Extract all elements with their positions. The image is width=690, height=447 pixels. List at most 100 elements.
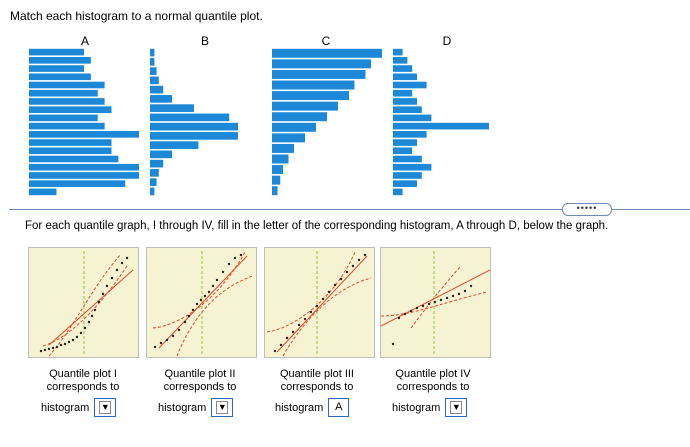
histogram-b-bar [150, 85, 164, 94]
histogram-b-bar [150, 113, 230, 122]
histogram-a-bar [29, 139, 112, 146]
histogram-d-bar [393, 147, 413, 155]
histogram-d-bar [393, 106, 422, 113]
caption-line-1: Quantile plot IV [395, 368, 471, 380]
caption-line-1: Quantile plot III [280, 368, 354, 380]
histogram-a-bar [29, 147, 112, 155]
caption-line-2: corresponds to [280, 381, 354, 393]
histogram-a-bar [29, 106, 112, 113]
histogram-d-bar [393, 48, 403, 56]
histogram-a-bar [29, 180, 126, 187]
histogram-d-bar [393, 73, 417, 81]
histogram-c-bar [272, 80, 355, 90]
histogram-label: histogram [158, 401, 207, 414]
histogram-b-bar [150, 187, 155, 196]
quantile-plot-ii [146, 247, 257, 358]
histogram-a-bar [29, 122, 105, 130]
histogram-label: histogram [392, 401, 441, 414]
answer-select-iv[interactable]: ▼ [445, 398, 468, 417]
histogram-c-bar [272, 143, 294, 153]
triangle-down-icon: ▼ [216, 401, 229, 414]
histogram-label-b: B [200, 34, 209, 48]
answer-row-ii: histogram ▼ [158, 398, 234, 417]
histogram-a-bar [29, 114, 98, 122]
histogram-c-bar [272, 69, 366, 79]
histogram-a-bar [29, 48, 84, 56]
histogram-d-bar [393, 114, 432, 122]
caption-line-1: Quantile plot II [164, 368, 236, 380]
histogram-d-bar [393, 155, 422, 163]
histogram-c-bar [272, 186, 278, 196]
quantile-plot-iv-graph [381, 248, 490, 357]
answer-select-ii[interactable]: ▼ [211, 398, 234, 417]
histogram-c-bar [272, 59, 371, 69]
histogram-c-bar [272, 112, 327, 122]
expand-more-button[interactable]: ••••• [562, 203, 612, 216]
histogram-label: histogram [41, 401, 90, 414]
histogram-b-bar [150, 159, 164, 168]
histogram-b-bar [150, 141, 199, 149]
quantile-plot-ii-caption: Quantile plot II corresponds to [150, 368, 250, 394]
histogram-d-bar [393, 89, 413, 97]
histogram-d-bar [393, 139, 417, 146]
quantile-plot-iv-caption: Quantile plot IV corresponds to [383, 368, 483, 394]
histogram-a-bar [29, 81, 105, 89]
histogram-c-bar [272, 165, 283, 175]
histogram-c-bar [272, 133, 305, 143]
histogram-d-bar [393, 180, 417, 187]
histogram-b-bar [150, 95, 172, 103]
histogram-a-bar [29, 65, 84, 72]
histogram-c-bar [272, 175, 281, 185]
answer-row-i: histogram ▼ [41, 398, 117, 417]
instruction-bottom: For each quantile graph, I through IV, f… [25, 220, 609, 232]
instruction-top: Match each histogram to a normal quantil… [10, 9, 263, 23]
histogram-d [393, 48, 489, 196]
histogram-d-bar [393, 131, 427, 138]
answer-row-iv: histogram ▼ [392, 398, 468, 417]
histogram-a-bar [29, 57, 91, 64]
histogram-a-bar [29, 163, 139, 171]
caption-line-1: Quantile plot I [49, 368, 117, 380]
histogram-b-bar [150, 76, 159, 85]
histogram-b-bar [150, 150, 172, 159]
section-divider [9, 209, 690, 210]
quantile-plot-iii [264, 247, 375, 358]
answer-row-iii: histogram A [275, 398, 350, 417]
histogram-b-bar [150, 169, 159, 177]
answer-select-i[interactable]: ▼ [94, 398, 117, 417]
histogram-d-bar [393, 122, 489, 130]
histogram-label: histogram [275, 401, 324, 414]
quantile-plot-i-graph [29, 248, 138, 357]
histogram-c-bar [272, 101, 338, 111]
histogram-label-a: A [80, 34, 89, 48]
caption-line-2: corresponds to [163, 381, 237, 393]
histogram-b-bar [150, 132, 238, 140]
quantile-plot-ii-graph [147, 248, 256, 357]
histogram-c-bar [272, 122, 316, 132]
histogram-label-d: D [442, 34, 452, 48]
quantile-plot-i [28, 247, 139, 358]
triangle-down-icon: ▼ [99, 401, 112, 414]
histogram-a [29, 48, 139, 196]
histogram-a-bar [29, 172, 139, 179]
histogram-c-bar [272, 91, 349, 101]
histogram-label-c: C [321, 34, 331, 48]
histogram-a-bar [29, 73, 91, 81]
histogram-a-bar [29, 89, 98, 97]
caption-line-2: corresponds to [46, 381, 120, 393]
histogram-c [272, 48, 382, 196]
quantile-plot-iv [380, 247, 491, 358]
histogram-a-bar [29, 155, 119, 163]
quantile-plot-iii-caption: Quantile plot III corresponds to [267, 368, 367, 394]
histogram-a-bar [29, 98, 105, 105]
histogram-c-bar [272, 154, 289, 164]
quantile-plot-iii-graph [265, 248, 374, 357]
histogram-a-bar [29, 188, 57, 196]
histogram-c-bar [272, 48, 382, 58]
histogram-d-bar [393, 65, 413, 72]
answer-select-iii[interactable]: A [328, 398, 350, 417]
histogram-b-bar [150, 58, 155, 66]
histogram-b-bar [150, 48, 155, 57]
histogram-b-bar [150, 67, 157, 75]
histogram-d-bar [393, 98, 417, 105]
